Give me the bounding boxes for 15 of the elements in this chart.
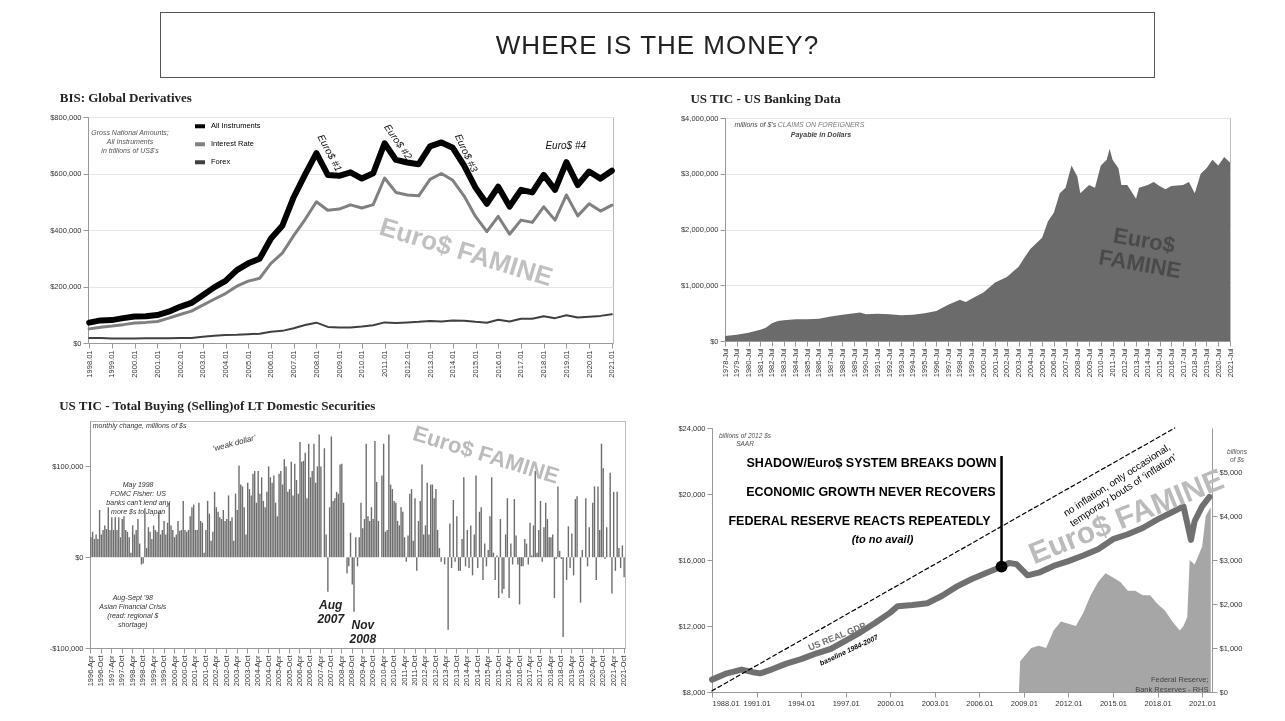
line-series xyxy=(87,172,614,331)
annotation: Aug 2007 xyxy=(316,597,346,626)
chart-title: BIS: Global Derivatives xyxy=(59,90,192,105)
annotation: Euro$ #3 xyxy=(452,132,481,175)
annotation: Euro$ #4 xyxy=(545,140,587,152)
annotation: FEDERAL RESERVE REACTS REPEATEDLY xyxy=(728,514,992,529)
annotation: Nov 2008 xyxy=(348,618,377,647)
chart-title: US TIC - Total Buying (Selling)of LT Domestic Securities xyxy=(59,398,376,413)
chart-title: US TIC - US Banking Data xyxy=(690,91,842,106)
annotation: (to no avail) xyxy=(851,532,914,545)
text: WHERE IS THE MONEY? xyxy=(160,12,1155,78)
annotation: ‘weak dollar’ xyxy=(211,433,258,454)
annotation: SHADOW/Euro$ SYSTEM BREAKS DOWN xyxy=(746,456,997,471)
annotation: ECONOMIC GROWTH NEVER RECOVERS xyxy=(746,485,996,500)
line-series xyxy=(88,313,613,340)
